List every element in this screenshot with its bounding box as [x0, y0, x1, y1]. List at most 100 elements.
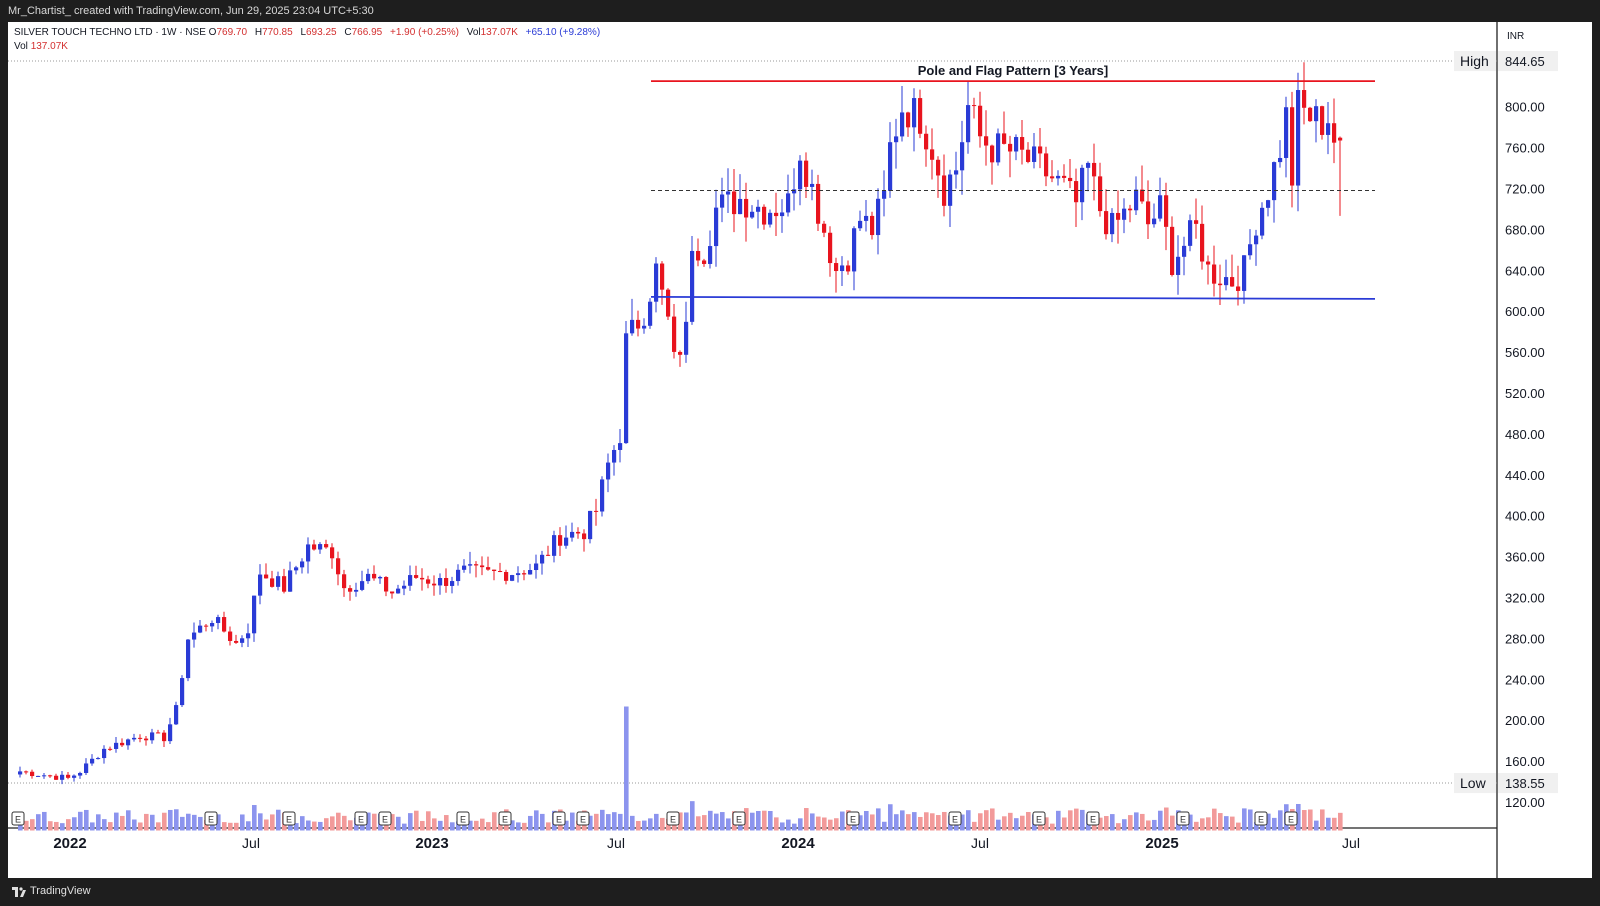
- candle-body[interactable]: [606, 462, 611, 480]
- candle-body[interactable]: [1200, 223, 1205, 262]
- candle-body[interactable]: [1128, 208, 1133, 211]
- candle-body[interactable]: [378, 576, 383, 579]
- candle-body[interactable]: [228, 631, 233, 641]
- volume-bar[interactable]: [690, 801, 695, 831]
- candle-body[interactable]: [840, 265, 845, 272]
- candle-body[interactable]: [498, 571, 503, 573]
- candle-body[interactable]: [372, 573, 377, 579]
- earnings-marker[interactable]: [282, 811, 296, 826]
- candle-body[interactable]: [1092, 162, 1097, 177]
- candle-body[interactable]: [702, 260, 707, 264]
- candle-body[interactable]: [216, 617, 221, 624]
- candle-body[interactable]: [570, 531, 575, 538]
- candle-body[interactable]: [1206, 261, 1211, 265]
- earnings-marker[interactable]: [1176, 811, 1190, 826]
- candle-body[interactable]: [432, 583, 437, 586]
- candle-body[interactable]: [558, 535, 563, 546]
- volume-bar[interactable]: [990, 808, 995, 831]
- volume-bar[interactable]: [606, 814, 611, 831]
- volume-bar[interactable]: [1080, 809, 1085, 831]
- candle-body[interactable]: [978, 105, 983, 137]
- candle-body[interactable]: [576, 531, 581, 534]
- candle-body[interactable]: [732, 191, 737, 215]
- earnings-marker[interactable]: [1284, 811, 1298, 826]
- volume-bar[interactable]: [1218, 813, 1223, 831]
- volume-bar[interactable]: [630, 815, 635, 831]
- candle-body[interactable]: [858, 220, 863, 229]
- candle-body[interactable]: [1284, 107, 1289, 158]
- volume-bar[interactable]: [942, 811, 947, 831]
- volume-bar[interactable]: [462, 823, 467, 831]
- candle-body[interactable]: [318, 544, 323, 550]
- candle-body[interactable]: [84, 763, 89, 773]
- volume-bar[interactable]: [1110, 814, 1115, 831]
- earnings-marker[interactable]: [846, 811, 860, 826]
- volume-bar[interactable]: [468, 820, 473, 831]
- candle-body[interactable]: [792, 189, 797, 194]
- volume-bar[interactable]: [708, 810, 713, 831]
- candle-body[interactable]: [150, 732, 155, 741]
- candle-body[interactable]: [552, 535, 557, 556]
- candle-body[interactable]: [996, 133, 1001, 163]
- volume-bar[interactable]: [516, 822, 521, 831]
- candle-body[interactable]: [210, 623, 215, 627]
- volume-bar[interactable]: [1296, 803, 1301, 831]
- candle-body[interactable]: [612, 449, 617, 463]
- candle-body[interactable]: [924, 133, 929, 150]
- volume-bar[interactable]: [528, 815, 533, 831]
- volume-bar[interactable]: [1326, 817, 1331, 831]
- earnings-marker[interactable]: [354, 811, 368, 826]
- volume-bar[interactable]: [1230, 816, 1235, 831]
- volume-bar[interactable]: [678, 812, 683, 831]
- volume-bar[interactable]: [636, 820, 641, 831]
- candle-body[interactable]: [1062, 175, 1067, 178]
- candle-body[interactable]: [906, 112, 911, 128]
- candle-body[interactable]: [90, 758, 95, 764]
- candle-body[interactable]: [804, 160, 809, 187]
- candle-body[interactable]: [360, 581, 365, 590]
- candle-body[interactable]: [1056, 175, 1061, 179]
- volume-bar[interactable]: [570, 812, 575, 831]
- candle-body[interactable]: [18, 771, 23, 775]
- candle-body[interactable]: [828, 232, 833, 264]
- candle-body[interactable]: [408, 575, 413, 586]
- volume-bar[interactable]: [522, 822, 527, 831]
- volume-bar[interactable]: [930, 813, 935, 831]
- candle-body[interactable]: [864, 215, 869, 221]
- candle-body[interactable]: [600, 479, 605, 512]
- volume-bar[interactable]: [1128, 815, 1133, 831]
- earnings-marker[interactable]: [552, 811, 566, 826]
- candle-body[interactable]: [1068, 177, 1073, 182]
- candle-body[interactable]: [582, 533, 587, 540]
- candle-body[interactable]: [156, 732, 161, 734]
- candle-body[interactable]: [900, 112, 905, 137]
- candle-body[interactable]: [462, 565, 467, 570]
- volume-bar[interactable]: [744, 808, 749, 831]
- volume-bar[interactable]: [186, 813, 191, 831]
- candle-body[interactable]: [1290, 107, 1295, 186]
- volume-bar[interactable]: [594, 813, 599, 831]
- volume-bar[interactable]: [972, 821, 977, 831]
- volume-bar[interactable]: [696, 816, 701, 831]
- chart-panel[interactable]: 120.00 160.00 200.00 240.00 280.00 320.00 360.…: [8, 22, 1592, 878]
- candle-body[interactable]: [510, 575, 515, 581]
- volume-bar[interactable]: [876, 808, 881, 831]
- volume-bar[interactable]: [996, 819, 1001, 831]
- candle-body[interactable]: [954, 170, 959, 175]
- volume-bar[interactable]: [336, 812, 341, 831]
- volume-bar[interactable]: [618, 813, 623, 831]
- volume-bar[interactable]: [276, 809, 281, 831]
- candle-body[interactable]: [186, 639, 191, 679]
- volume-bar[interactable]: [768, 810, 773, 831]
- volume-bar[interactable]: [966, 810, 971, 831]
- candle-body[interactable]: [912, 98, 917, 128]
- volume-bar[interactable]: [792, 823, 797, 831]
- candle-body[interactable]: [594, 510, 599, 512]
- candle-body[interactable]: [750, 211, 755, 218]
- candle-body[interactable]: [288, 570, 293, 592]
- volume-bar[interactable]: [1254, 822, 1259, 831]
- volume-bar[interactable]: [612, 812, 617, 831]
- candle-body[interactable]: [588, 510, 593, 540]
- volume-bar[interactable]: [828, 819, 833, 831]
- candle-body[interactable]: [1074, 181, 1079, 203]
